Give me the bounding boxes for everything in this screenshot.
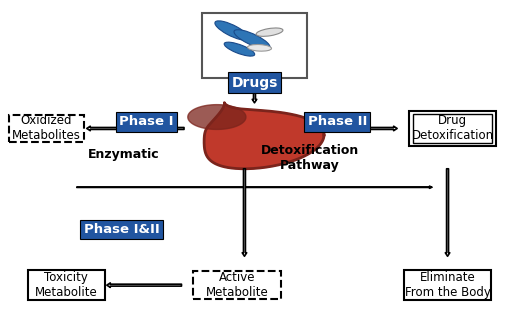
FancyBboxPatch shape (9, 115, 84, 142)
FancyBboxPatch shape (409, 111, 496, 146)
Ellipse shape (234, 30, 270, 49)
Text: Drugs: Drugs (231, 76, 278, 90)
Text: Active
Metabolite: Active Metabolite (206, 271, 268, 299)
Text: Phase I&II: Phase I&II (84, 223, 160, 236)
Text: Phase I: Phase I (119, 116, 174, 128)
FancyBboxPatch shape (404, 271, 491, 300)
Ellipse shape (256, 28, 283, 36)
Text: Phase II: Phase II (307, 116, 367, 128)
FancyBboxPatch shape (202, 13, 307, 78)
FancyBboxPatch shape (412, 114, 492, 143)
Polygon shape (204, 103, 324, 169)
Text: Toxicity
Metabolite: Toxicity Metabolite (35, 271, 98, 299)
Text: Drug
Detoxification: Drug Detoxification (411, 115, 494, 142)
Text: Oxidized
Metabolites: Oxidized Metabolites (12, 115, 81, 142)
FancyBboxPatch shape (27, 271, 105, 300)
Ellipse shape (247, 44, 271, 51)
Polygon shape (188, 105, 246, 129)
Text: Enzymatic: Enzymatic (88, 148, 160, 161)
Ellipse shape (215, 21, 249, 40)
Text: Detoxification
Pathway: Detoxification Pathway (261, 144, 359, 172)
Ellipse shape (224, 42, 255, 56)
FancyBboxPatch shape (193, 271, 281, 299)
Text: Eliminate
From the Body: Eliminate From the Body (404, 271, 491, 299)
